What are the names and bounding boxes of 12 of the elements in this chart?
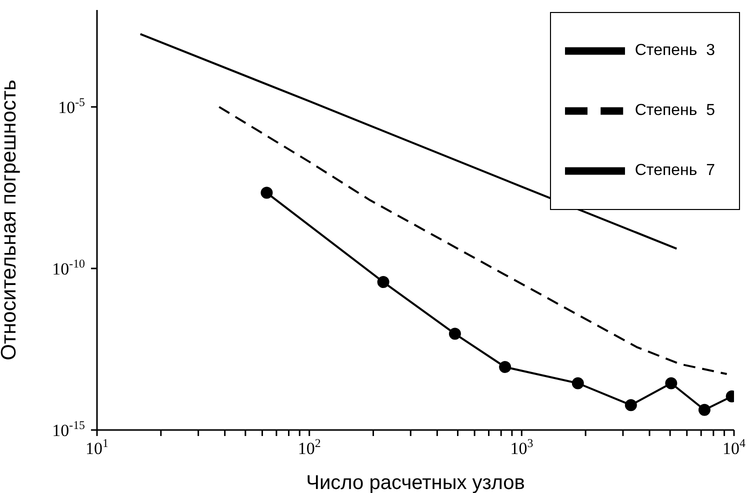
x-tick-label: 10$^{3}$ bbox=[510, 436, 534, 458]
legend-label: Степень 5 bbox=[634, 102, 715, 119]
x-tick-label: 10$^{1}$ bbox=[86, 436, 109, 458]
legend-label: Степень 7 bbox=[634, 162, 715, 179]
y-tick-label: 10$^{-5}$ bbox=[58, 94, 86, 117]
x-axis-title: Число расчетных узлов bbox=[306, 472, 525, 493]
y-axis-title: Относительная погрешность bbox=[0, 80, 20, 360]
legend-label: Степень 3 bbox=[634, 42, 715, 59]
y-tick-label: 10$^{-10}$ bbox=[52, 256, 86, 278]
x-tick-label: 10$^{4}$ bbox=[722, 436, 746, 458]
y-tick-label: 10$^{-15}$ bbox=[52, 418, 86, 440]
x-tick-label: 10$^{2}$ bbox=[298, 436, 321, 458]
